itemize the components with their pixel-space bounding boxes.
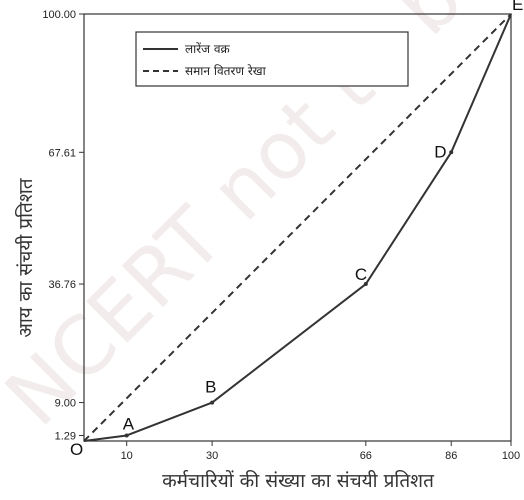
y-tick-label: 100.00: [42, 9, 76, 21]
data-point-a: [124, 433, 129, 438]
axis-ticks: 10 30 66 86 100 1.29 9.00 36.76 67.61 100.00: [42, 9, 520, 462]
point-label-e: E: [512, 0, 523, 14]
plot-frame: [83, 13, 512, 442]
x-tick-label: 66: [360, 450, 372, 462]
equality-line: [83, 13, 512, 442]
y-tick-label: 67.61: [48, 147, 76, 159]
x-tick-label: 30: [206, 450, 218, 462]
y-tick-label: 36.76: [48, 279, 76, 291]
x-tick-label: 100: [502, 450, 520, 462]
point-label-c: C: [355, 265, 367, 284]
x-tick-label: 10: [121, 450, 133, 462]
legend-label-equality: समान वितरण रेखा: [185, 64, 267, 78]
legend-box: [135, 31, 409, 87]
x-tick-label: 86: [445, 450, 457, 462]
points-layer: O A B C D E: [70, 0, 523, 459]
data-point-c: [363, 282, 368, 287]
point-label-o: O: [70, 440, 83, 459]
legend: लारेंज वक्र समान वितरण रेखा: [135, 31, 409, 87]
series-layer: [83, 13, 512, 442]
y-tick-label: 9.00: [55, 398, 76, 410]
x-axis-label: कर्मचारियों की संख्या का संचयी प्रतिशत: [162, 469, 435, 492]
y-axis-label: आय का संचयी प्रतिशत: [14, 177, 37, 337]
y-tick-label: 1.29: [55, 430, 76, 442]
legend-label-lorenz: लारेंज वक्र: [185, 42, 231, 56]
point-label-b: B: [205, 378, 216, 397]
lorenz-curve-line: [83, 13, 512, 442]
point-label-a: A: [123, 414, 135, 433]
data-point-d: [449, 150, 454, 155]
data-point-b: [210, 400, 215, 405]
point-label-d: D: [434, 142, 446, 161]
